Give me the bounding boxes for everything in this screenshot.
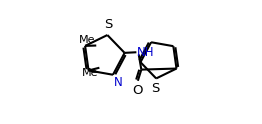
Text: Me: Me: [82, 68, 99, 78]
Text: S: S: [105, 18, 113, 31]
Text: NH: NH: [137, 46, 155, 59]
Text: O: O: [132, 84, 143, 97]
Text: S: S: [151, 82, 159, 95]
Text: Me: Me: [79, 35, 96, 45]
Text: N: N: [114, 76, 123, 89]
